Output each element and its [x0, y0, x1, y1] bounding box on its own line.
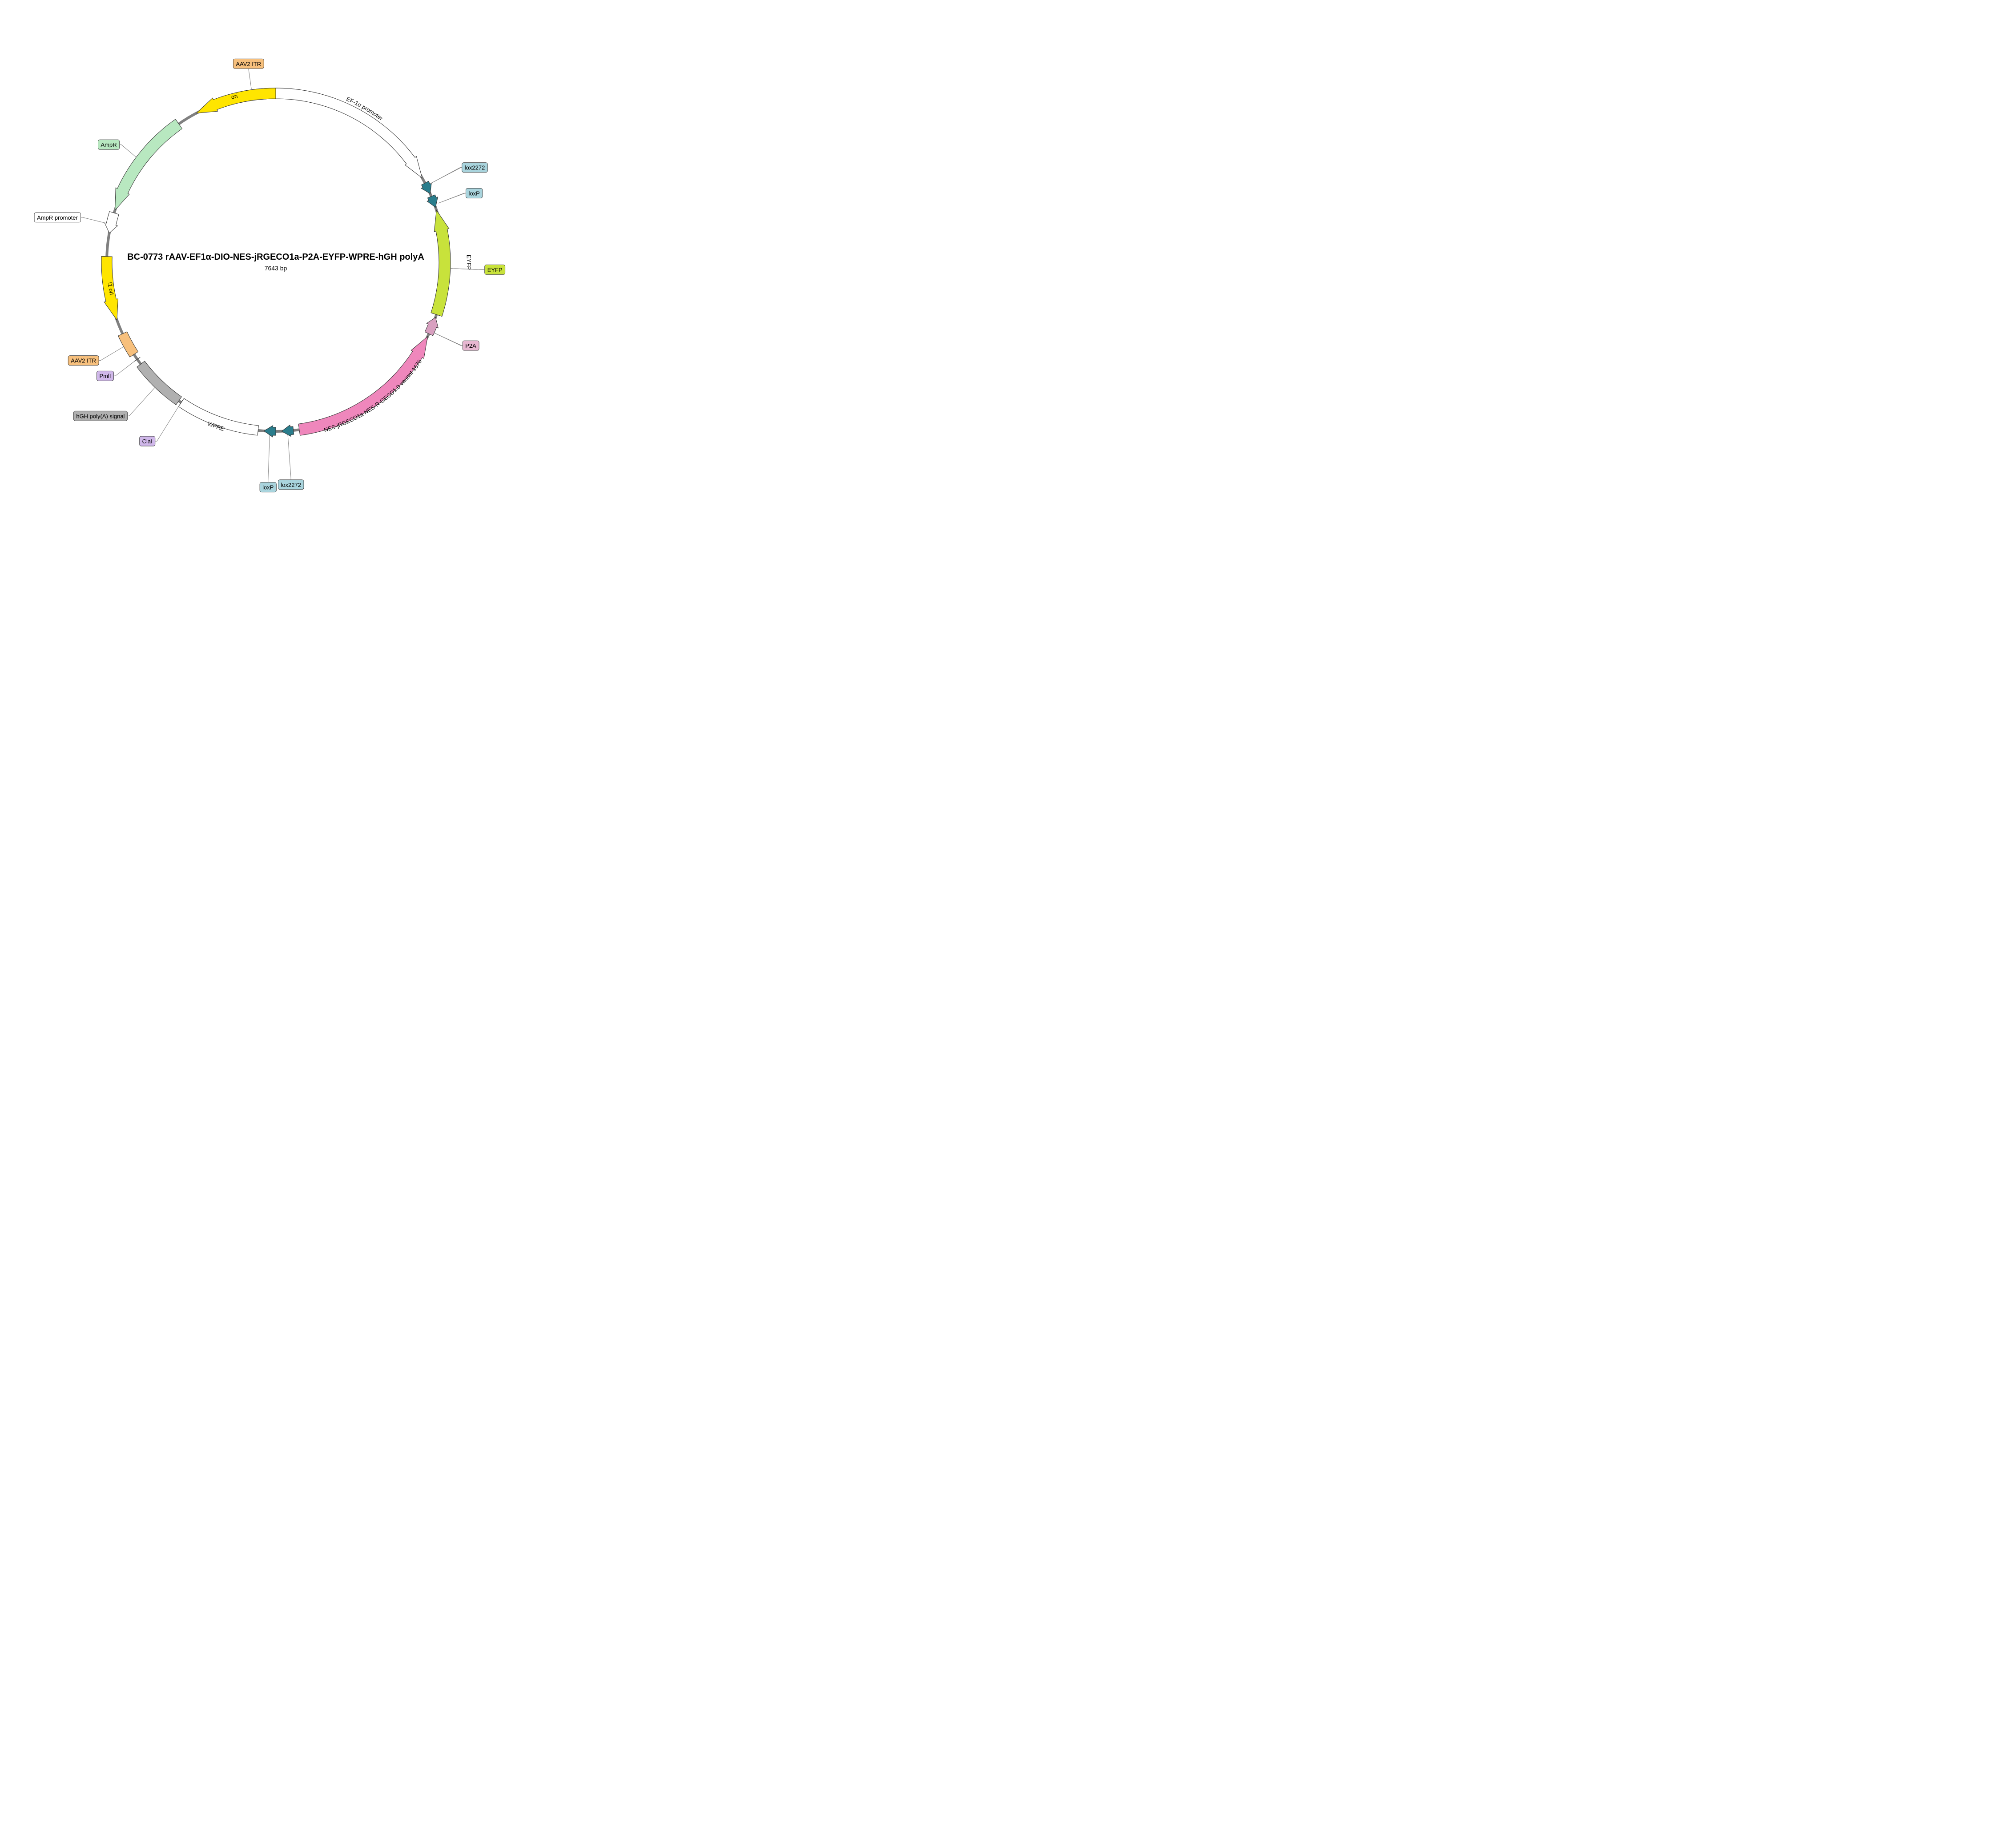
segment-ext-lox2272_b-leader [288, 435, 291, 480]
leaders-layer [81, 68, 485, 482]
segment-ext-hgh-text: hGH poly(A) signal [76, 413, 125, 419]
segment-ext-loxP_a-text: loxP [469, 190, 480, 197]
enzyme-ClaI-leader [155, 406, 179, 441]
plasmid-title: BC-0773 rAAV-EF1α-DIO-NES-jRGECO1a-P2A-E… [127, 252, 424, 262]
segment-eyfp [431, 210, 451, 317]
segment-hgh [137, 361, 182, 405]
segment-ext-ampRprom-leader [81, 217, 106, 223]
plasmid-map-svg: BC-0773 rAAV-EF1α-DIO-NES-jRGECO1a-P2A-E… [0, 0, 551, 551]
enzyme-PmlI-leader [113, 362, 134, 376]
segment-lox2272_b [282, 425, 294, 437]
segment-ext-itr_top-leader [249, 68, 252, 90]
segment-ampR [115, 119, 182, 210]
enzyme-ClaI-text: ClaI [142, 438, 153, 445]
segment-ext-loxP_b-leader [268, 435, 270, 482]
segment-ext-itr_bot-text: AAV2 ITR [71, 358, 96, 364]
segment-ext-lox2272_a-text: lox2272 [465, 165, 485, 171]
segment-ext-ampRprom-text: AmpR promoter [37, 214, 78, 221]
segment-ori [197, 88, 276, 113]
segment-ext-itr_top-text: AAV2 ITR [236, 60, 261, 67]
segment-label-eyfp: EYFP [466, 255, 472, 270]
segment-lox2272_a [421, 181, 431, 193]
segment-ext-eyfp-text: EYFP [487, 266, 503, 273]
segment-ext-lox2272_b-text: lox2272 [281, 482, 301, 488]
segment-ext-p2a-text: P2A [465, 342, 476, 349]
segment-ext-loxP_b-text: loxP [262, 484, 274, 491]
segment-ext-itr_bot-leader [99, 347, 124, 361]
segment-ampRprom [105, 212, 119, 233]
segment-ext-ampR-leader [120, 145, 137, 157]
segment-geco [298, 337, 427, 436]
segment-ext-hgh-leader [128, 387, 155, 416]
segment-itr_bot [118, 332, 138, 357]
segment-p2a [425, 318, 438, 336]
enzyme-PmlI-text: PmlI [99, 373, 111, 379]
plasmid-size: 7643 bp [265, 265, 287, 272]
segment-ext-ampR-text: AmpR [101, 141, 117, 148]
